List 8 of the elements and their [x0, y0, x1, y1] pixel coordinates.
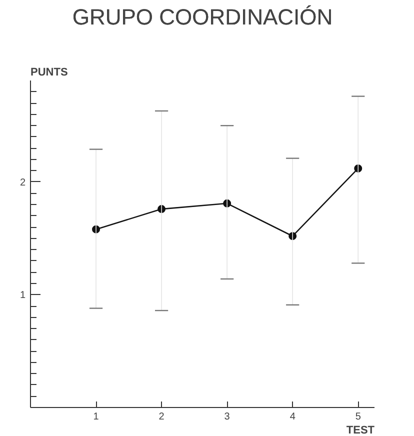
- chart-title: GRUPO COORDINACIÓN: [72, 4, 333, 30]
- x-tick-label: 3: [224, 412, 230, 422]
- x-tick-label: 1: [93, 412, 100, 422]
- x-tick-label: 5: [355, 412, 362, 422]
- x-tick-label: 2: [158, 412, 165, 422]
- y-axis-title: PUNTS: [30, 66, 68, 78]
- x-axis-title: TEST: [346, 424, 375, 436]
- x-tick-label: 4: [290, 412, 296, 422]
